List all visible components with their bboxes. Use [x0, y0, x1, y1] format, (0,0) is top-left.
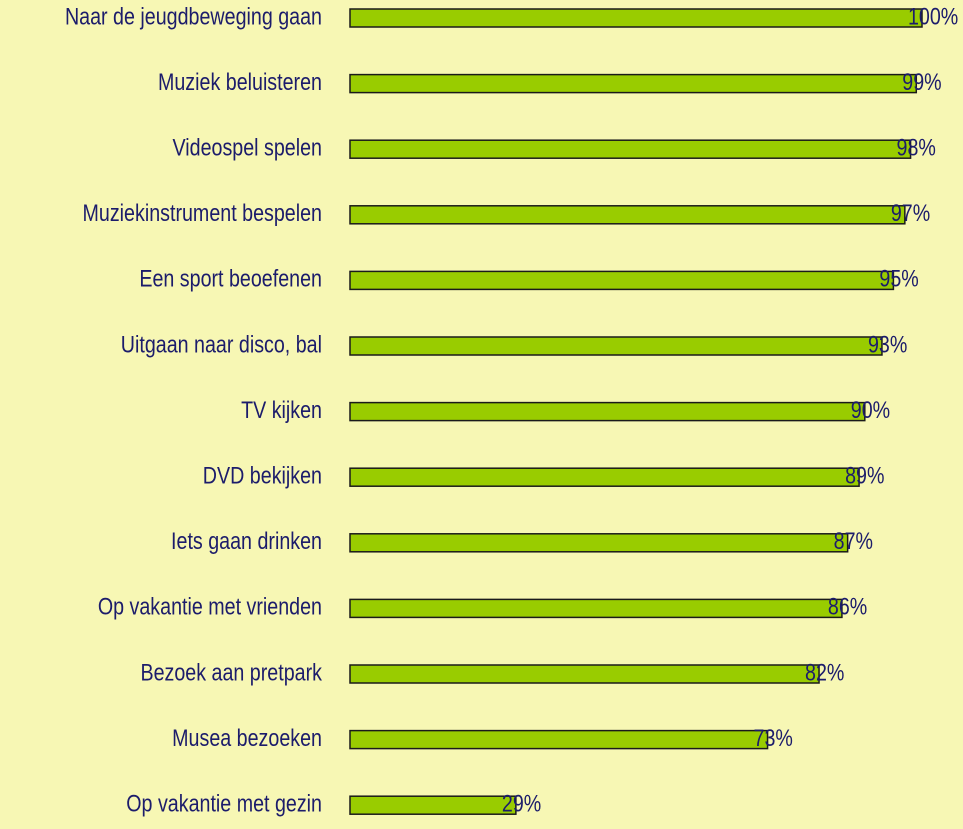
category-label: Uitgaan naar disco, bal	[121, 330, 322, 357]
value-label: 82%	[805, 658, 844, 685]
value-label: 95%	[879, 265, 918, 292]
value-label: 89%	[845, 462, 884, 489]
category-label: Op vakantie met gezin	[126, 790, 322, 817]
bar	[349, 8, 923, 28]
bar	[349, 401, 866, 422]
category-label: Videospel spelen	[173, 134, 322, 161]
value-label: 97%	[891, 199, 930, 226]
category-label: Bezoek aan pretpark	[140, 658, 322, 685]
bar	[349, 205, 906, 225]
value-label: 99%	[902, 68, 941, 95]
bar	[349, 664, 820, 684]
bar	[349, 336, 883, 356]
category-label: TV kijken	[241, 396, 322, 423]
value-label: 73%	[754, 724, 793, 751]
category-label: Iets gaan drinken	[171, 527, 322, 554]
bar	[349, 270, 895, 291]
bar	[349, 73, 918, 94]
category-label: Op vakantie met vrienden	[98, 593, 322, 620]
bar	[349, 533, 849, 553]
category-label: Muziekinstrument bespelen	[83, 199, 322, 226]
bar	[349, 729, 769, 750]
category-label: DVD bekijken	[203, 462, 322, 489]
category-label: Musea bezoeken	[172, 724, 322, 751]
category-label: Naar de jeugdbeweging gaan	[65, 2, 322, 29]
value-label: 98%	[897, 134, 936, 161]
value-label: 100%	[908, 2, 958, 29]
value-label: 90%	[851, 396, 890, 423]
bar	[349, 467, 860, 487]
value-label: 93%	[868, 330, 907, 357]
category-label: Muziek beluisteren	[158, 68, 322, 95]
bar	[349, 598, 843, 619]
bar	[349, 795, 517, 815]
category-label: Een sport beoefenen	[139, 265, 322, 292]
value-label: 87%	[834, 527, 873, 554]
bar	[349, 139, 912, 159]
value-label: 29%	[502, 790, 541, 817]
value-label: 86%	[828, 593, 867, 620]
